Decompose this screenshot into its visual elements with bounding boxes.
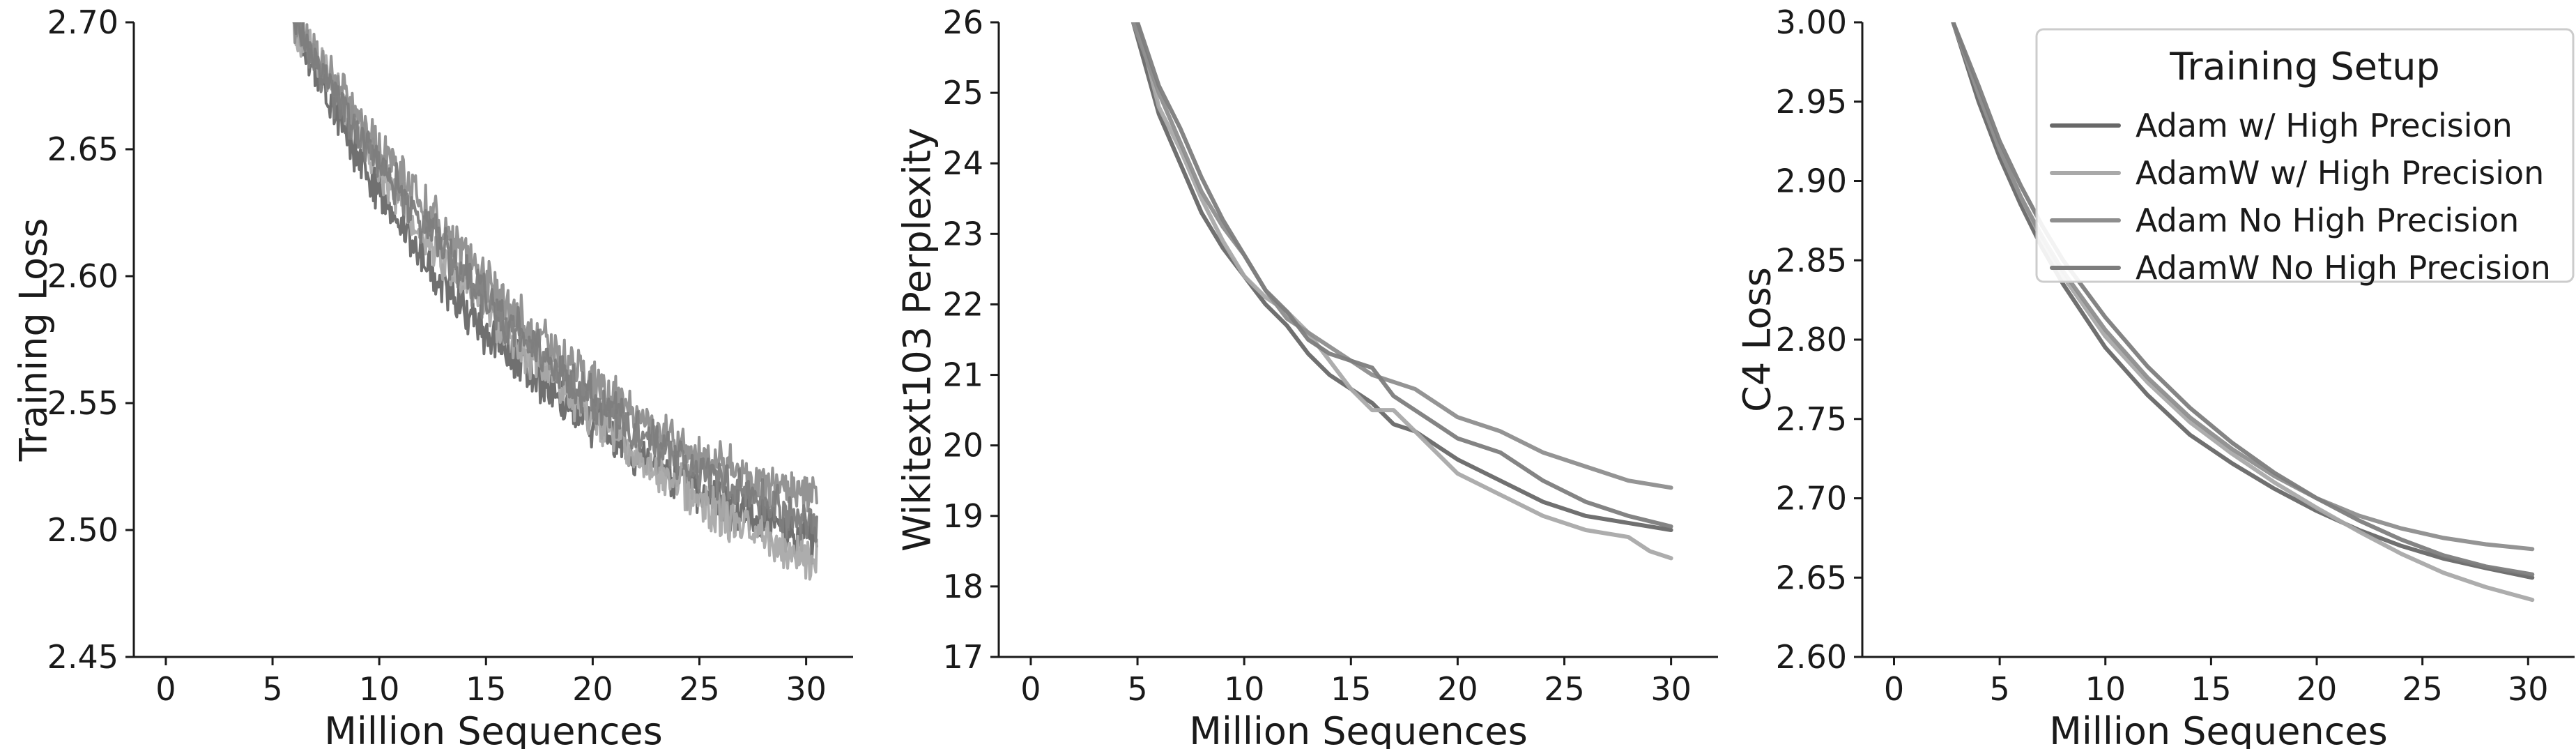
y-tick-label: 21	[942, 356, 983, 394]
y-tick-label: 22	[942, 285, 983, 323]
y-tick-label: 2.55	[47, 384, 118, 422]
y-tick-label: 2.80	[1776, 321, 1847, 358]
series-line-adam-w-high-precision	[1130, 22, 1673, 532]
legend-label-adam-w-high-precision: Adam w/ High Precision	[2136, 107, 2513, 144]
y-tick-label: 20	[942, 427, 983, 464]
x-tick-label: 10	[1224, 670, 1265, 708]
series-line-adamw-no-high-precision	[292, 22, 818, 543]
x-tick-label: 5	[1989, 670, 2009, 708]
legend-box	[2035, 28, 2575, 283]
wikitext103-perplexity-panel: 17 18 19 20 21 22 23 24 25 26 0 5 10 15 20 25 30 Million …	[896, 3, 1718, 749]
x-axis-title: Million Sequences	[1189, 709, 1528, 749]
x-tick-label: 20	[1437, 670, 1478, 708]
y-tick-label: 2.50	[47, 511, 118, 549]
training-loss-panel: 2.45 2.50 2.55 2.60 2.65 2.70 0 5 10 15 20 25 30 Mill…	[12, 3, 853, 749]
y-tick-label: 23	[942, 215, 983, 252]
x-tick-label: 20	[572, 670, 613, 708]
y-tick-label: 2.60	[47, 257, 118, 295]
series-line-adamw-no-high-precision	[1951, 22, 2535, 577]
series-line-adam-no-high-precision	[1951, 22, 2535, 552]
y-tick-label: 2.75	[1776, 400, 1847, 438]
series-line-adam-w-high-precision	[1951, 22, 2535, 580]
legend: Training Setup Adam w/ High Precision Adam…	[2035, 28, 2575, 287]
y-tick-label: 3.00	[1776, 3, 1847, 41]
x-tick-label: 25	[2402, 670, 2443, 708]
x-tick-label: 30	[2508, 670, 2549, 708]
series-group	[1951, 22, 2535, 603]
x-tick-label: 0	[155, 670, 176, 708]
x-tick-label: 20	[2297, 670, 2338, 708]
legend-label-adamw-no-high-precision: AdamW No High Precision	[2136, 249, 2551, 287]
x-tick-label: 25	[679, 670, 720, 708]
series-line-adam-no-high-precision	[292, 22, 818, 513]
x-tick-label: 15	[1331, 670, 1372, 708]
y-tick-label: 2.90	[1776, 162, 1847, 200]
y-tick-label: 2.65	[1776, 559, 1847, 596]
y-tick-label: 18	[942, 568, 983, 605]
x-axis-title: Million Sequences	[324, 709, 663, 749]
x-tick-label: 30	[785, 670, 827, 708]
y-tick-label: 19	[942, 497, 983, 535]
x-tick-label: 10	[359, 670, 400, 708]
series-line-adamw-no-high-precision	[1135, 22, 1673, 529]
x-tick-label: 10	[2085, 670, 2126, 708]
y-tick-label: 2.70	[47, 3, 118, 41]
y-tick-label: 17	[942, 638, 983, 676]
y-tick-label: 26	[942, 3, 983, 41]
x-tick-label: 15	[2191, 670, 2232, 708]
y-tick-label: 2.95	[1776, 83, 1847, 121]
y-tick-label: 2.65	[47, 130, 118, 168]
y-axis-title: C4 Loss	[1735, 267, 1779, 412]
x-tick-label: 0	[1884, 670, 1904, 708]
y-tick-label: 24	[942, 144, 983, 182]
x-tick-label: 30	[1650, 670, 1692, 708]
x-tick-label: 0	[1020, 670, 1041, 708]
y-tick-label: 2.45	[47, 638, 118, 676]
x-tick-label: 25	[1544, 670, 1585, 708]
x-tick-label: 5	[1127, 670, 1147, 708]
legend-label-adamw-w-high-precision: AdamW w/ High Precision	[2136, 154, 2544, 192]
y-axis-title: Wikitext103 Perplexity	[896, 128, 940, 552]
y-axis-title: Training Loss	[12, 218, 56, 462]
c4-loss-panel: 2.60 2.65 2.70 2.75 2.80 2.85 2.90 2.95 3.00 0 5 10…	[1735, 3, 2575, 749]
series-line-adamw-w-high-precision	[1135, 22, 1673, 561]
legend-title: Training Setup	[2169, 45, 2439, 89]
y-tick-label: 2.60	[1776, 638, 1847, 676]
x-tick-label: 15	[466, 670, 507, 708]
y-tick-label: 25	[942, 74, 983, 112]
x-tick-label: 5	[262, 670, 282, 708]
series-group	[292, 22, 818, 581]
y-tick-label: 2.70	[1776, 480, 1847, 517]
series-group	[1130, 22, 1673, 561]
y-tick-label: 2.85	[1776, 241, 1847, 279]
x-axis-title: Million Sequences	[2049, 709, 2388, 749]
legend-label-adam-no-high-precision: Adam No High Precision	[2136, 202, 2519, 239]
